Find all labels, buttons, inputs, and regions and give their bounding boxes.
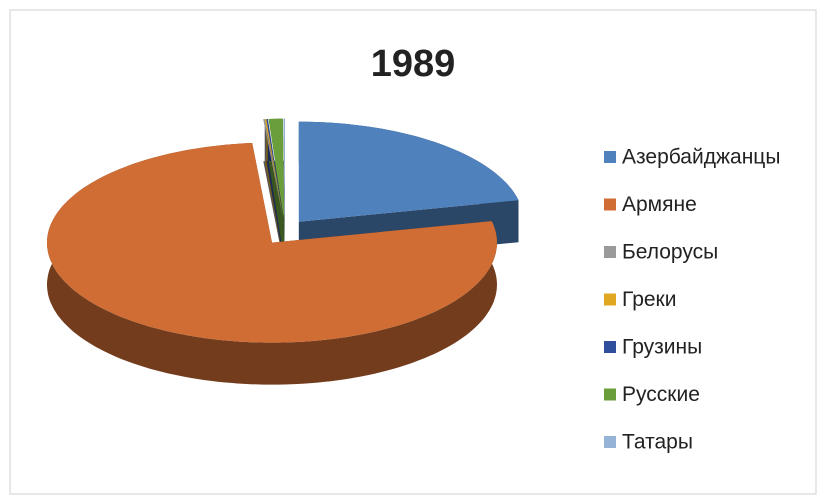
legend-label: Азербайджанцы [622,146,780,169]
legend-swatch [604,436,616,448]
slice [268,118,285,219]
legend-swatch [604,198,616,211]
legend-swatch [604,246,616,258]
slice [298,121,519,222]
legend-swatch [604,341,616,353]
legend-label: Татары [622,431,693,454]
legend-label: Белорусы [622,241,718,264]
legend-swatch [604,151,616,163]
slice [47,143,497,343]
chart-title: 1989 [371,43,456,85]
slice [264,119,284,219]
legend-swatch [604,388,616,401]
legend-label: Греки [622,288,676,311]
legend-label: Русские [622,383,700,406]
slice [263,119,284,219]
slice [283,118,285,219]
legend-label: Грузины [622,336,702,359]
legend-swatch [604,293,616,306]
legend-label: Армяне [622,193,697,216]
slice [266,119,284,219]
pie-tops [47,118,519,343]
